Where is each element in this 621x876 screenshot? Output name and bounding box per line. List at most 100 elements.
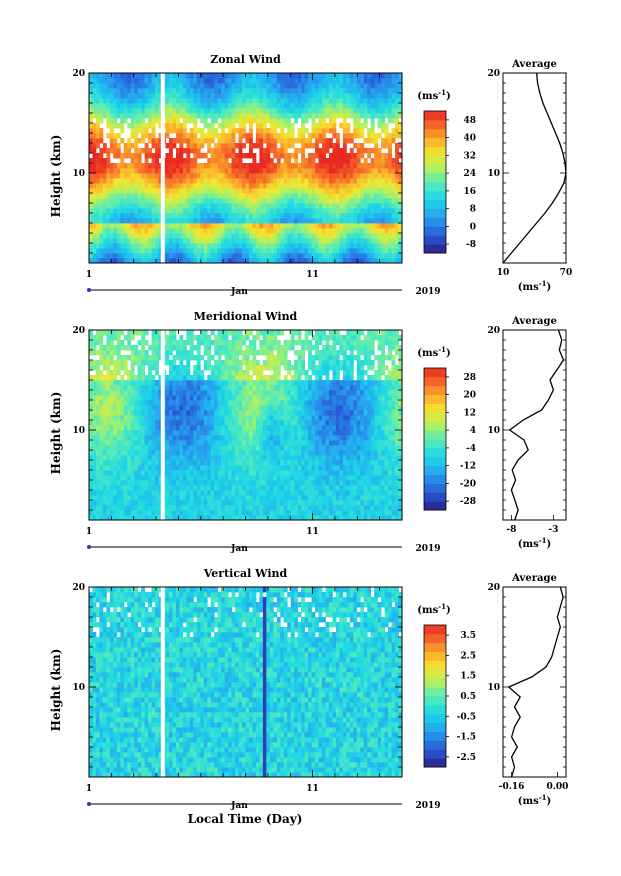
heatmap-cell [304, 78, 309, 84]
heatmap-cell [89, 345, 93, 351]
heatmap-cell [99, 173, 104, 179]
heatmap-cell [141, 350, 146, 356]
heatmap-cell [134, 485, 139, 491]
heatmap-cell [356, 88, 361, 94]
heatmap-cell [224, 400, 229, 406]
heatmap-cell [328, 178, 333, 184]
heatmap-cell [196, 410, 201, 416]
heatmap-cell [248, 253, 253, 259]
heatmap-cell [137, 258, 142, 264]
heatmap-cell [106, 420, 111, 426]
heatmap-cell [217, 218, 222, 224]
heatmap-cell [311, 163, 316, 169]
heatmap-cell [144, 500, 149, 506]
heatmap-cell [151, 355, 156, 361]
heatmap-cell [141, 345, 146, 351]
heatmap-cell [102, 450, 107, 456]
heatmap-cell [370, 123, 375, 129]
heatmap-cell [377, 183, 382, 189]
heatmap-cell [179, 203, 184, 209]
heatmap-cell [200, 253, 205, 259]
heatmap-cell [175, 128, 180, 134]
heatmap-cell [134, 460, 139, 466]
heatmap-cell [196, 350, 201, 356]
heatmap-cell [273, 208, 278, 214]
heatmap-cell [203, 233, 208, 239]
heatmap-cell [322, 173, 326, 179]
heatmap-cell [102, 435, 107, 441]
heatmap-cell [374, 143, 379, 149]
heatmap-cell [158, 505, 163, 511]
heatmap-cell [193, 405, 198, 411]
heatmap-cell [182, 178, 187, 184]
heatmap-cell [398, 88, 403, 94]
heatmap-cell [203, 475, 208, 481]
heatmap-cell [134, 490, 139, 496]
heatmap-cell [242, 435, 246, 441]
heatmap-cell [120, 515, 125, 521]
heatmap-cell [102, 415, 107, 421]
heatmap-cell [210, 148, 215, 154]
heatmap-cell [248, 178, 253, 184]
heatmap-cell [224, 253, 229, 259]
heatmap-cell [214, 83, 219, 89]
heatmap-cell [248, 78, 253, 84]
heatmap-cell [134, 350, 139, 356]
heatmap-cell [165, 153, 170, 159]
heatmap-cell [165, 233, 170, 239]
heatmap-cell [384, 223, 389, 229]
heatmap-cell [280, 118, 285, 124]
heatmap-cell [89, 510, 93, 516]
heatmap-cell [224, 455, 229, 461]
heatmap-cell [151, 208, 156, 214]
heatmap-cell [130, 238, 135, 244]
heatmap-cell [339, 253, 344, 259]
heatmap-cell [381, 113, 386, 119]
heatmap-cell [290, 138, 295, 144]
heatmap-cell [273, 108, 278, 114]
heatmap-cell [228, 515, 232, 521]
heatmap-cell [214, 133, 219, 139]
heatmap-cell [210, 138, 215, 144]
heatmap-cell [158, 425, 163, 431]
heatmap-cell [141, 415, 146, 421]
heatmap-cell [89, 395, 93, 401]
heatmap-cell [269, 183, 274, 189]
heatmap-cell [193, 243, 198, 249]
heatmap-cell [193, 345, 198, 351]
heatmap-cell [172, 505, 177, 511]
heatmap-cell [95, 128, 100, 134]
heatmap-cell [349, 258, 354, 264]
heatmap-cell [283, 73, 288, 79]
heatmap-cell [116, 495, 121, 501]
heatmap-cell [214, 228, 219, 234]
heatmap-cell [238, 490, 243, 496]
heatmap-cell [224, 113, 229, 119]
heatmap-cell [148, 173, 152, 179]
heatmap-cell [168, 98, 173, 104]
heatmap-cell [283, 233, 288, 239]
heatmap-cell [89, 163, 93, 169]
heatmap-cell [137, 510, 142, 516]
heatmap-cell [95, 228, 100, 234]
heatmap-cell [89, 233, 93, 239]
heatmap-cell [360, 243, 365, 249]
heatmap-cell [141, 178, 146, 184]
heatmap-cell [231, 455, 236, 461]
heatmap-cell [235, 168, 239, 174]
heatmap-cell [294, 118, 299, 124]
heatmap-cell [99, 163, 104, 169]
heatmap-cell [155, 345, 159, 351]
heatmap-cell [151, 78, 156, 84]
heatmap-cell [332, 238, 337, 244]
heatmap-cell [144, 198, 149, 204]
heatmap-cell [134, 390, 139, 396]
heatmap-cell [123, 153, 128, 159]
heatmap-cell [235, 510, 239, 516]
heatmap-cell [186, 208, 191, 214]
heatmap-cell [168, 128, 173, 134]
heatmap-cell [207, 83, 212, 89]
heatmap-cell [297, 93, 302, 99]
heatmap-cell [172, 465, 177, 471]
heatmap-cell [224, 510, 229, 516]
